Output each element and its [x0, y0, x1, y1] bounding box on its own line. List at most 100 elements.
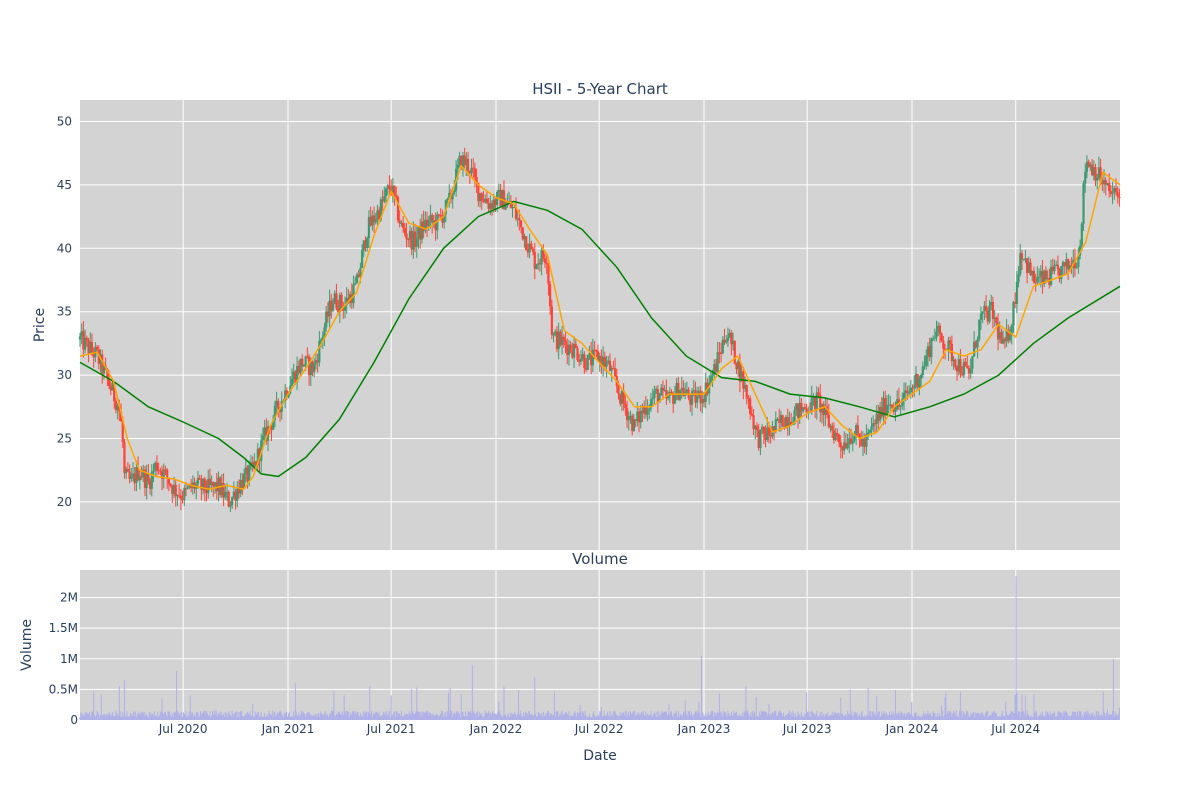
candle-body: [441, 215, 444, 223]
candle-body: [504, 205, 507, 210]
candle-body: [629, 415, 632, 417]
candle-body: [702, 398, 706, 402]
volume-y-tick-label: 1M: [60, 652, 78, 666]
candle-body: [323, 327, 326, 337]
candle-body: [150, 471, 153, 489]
candle-body: [335, 293, 338, 309]
candle-body: [347, 297, 350, 303]
candle-body: [868, 429, 871, 433]
candle-body: [398, 220, 401, 224]
candle-body: [983, 305, 986, 312]
candle-body: [656, 389, 659, 403]
candle-body: [815, 392, 818, 410]
candle-body: [1087, 161, 1090, 167]
candle-body: [275, 400, 278, 406]
candle-body: [523, 236, 526, 240]
candle-body: [1014, 302, 1017, 305]
candle-body: [750, 414, 753, 416]
candle-body: [1118, 197, 1121, 199]
candle-body: [909, 387, 912, 393]
candle-body: [1008, 335, 1012, 341]
candle-body: [791, 424, 794, 426]
candle-body: [159, 470, 162, 472]
candle-body: [913, 385, 916, 388]
candle-body: [908, 392, 911, 394]
candle-body: [419, 226, 422, 240]
candle-body: [207, 478, 210, 494]
candle-body: [954, 359, 957, 368]
candle-body: [848, 438, 851, 445]
candle-body: [772, 426, 776, 431]
candle-body: [319, 339, 323, 341]
candle-body: [966, 366, 969, 369]
candle-body: [1111, 192, 1114, 194]
candle-body: [118, 405, 121, 412]
candle-body: [1010, 325, 1013, 336]
candle-body: [920, 375, 923, 379]
candle-body: [843, 442, 846, 451]
candle-body: [849, 438, 853, 444]
candle-body: [795, 403, 798, 411]
candle-body: [359, 267, 362, 277]
candle-body: [1037, 276, 1041, 278]
candle-body: [513, 207, 516, 209]
candle-body: [949, 340, 952, 345]
candle-body: [752, 415, 755, 430]
candle-body: [466, 159, 470, 171]
candle-body: [362, 240, 365, 251]
candle-body: [116, 405, 119, 411]
candle-body: [270, 426, 273, 430]
candle-body: [82, 331, 85, 350]
candle-body: [369, 216, 372, 226]
candle-body: [526, 249, 530, 253]
candle-body: [487, 203, 490, 209]
candle-body: [678, 390, 682, 400]
candle-body: [798, 403, 801, 418]
candle-body: [766, 427, 769, 440]
candle-body: [824, 406, 827, 416]
candle-body: [337, 308, 340, 313]
candle-body: [181, 498, 184, 501]
candle-body: [85, 337, 88, 341]
candle-body: [694, 390, 697, 403]
price-y-tick-label: 50: [57, 115, 72, 129]
candle-body: [822, 404, 825, 416]
candle-body: [918, 378, 921, 388]
candle-body: [1020, 253, 1024, 260]
candle-body: [591, 349, 594, 366]
candle-body: [208, 478, 212, 485]
candle-body: [386, 185, 389, 189]
candle-body: [155, 462, 159, 471]
candle-body: [646, 410, 649, 415]
candle-body: [463, 155, 466, 166]
candle-body: [475, 177, 478, 183]
candle-body: [925, 355, 928, 366]
candle-body: [246, 467, 249, 481]
candle-body: [407, 239, 410, 241]
candle-body: [499, 189, 502, 206]
candle-body: [160, 471, 164, 479]
candle-body: [882, 397, 885, 417]
candle-body: [651, 398, 654, 400]
candle-body: [143, 469, 147, 489]
candle-body: [412, 231, 415, 250]
candle-body: [400, 222, 403, 224]
candle-body: [1060, 266, 1063, 280]
candle-body: [728, 333, 731, 338]
candle-body: [853, 435, 856, 441]
candle-body: [1073, 259, 1077, 269]
candle-body: [126, 468, 129, 472]
price-y-axis-label: Price: [32, 308, 48, 342]
candle-body: [388, 185, 391, 190]
candle-body: [1027, 262, 1030, 273]
candle-body: [723, 339, 726, 343]
candle-body: [393, 185, 396, 196]
candle-body: [354, 283, 357, 285]
candle-body: [743, 385, 747, 389]
candle-body: [851, 440, 854, 444]
candle-body: [316, 360, 319, 363]
candle-body: [1058, 269, 1061, 280]
candle-body: [243, 473, 246, 489]
candle-body: [747, 398, 750, 400]
candle-body: [1007, 329, 1010, 341]
